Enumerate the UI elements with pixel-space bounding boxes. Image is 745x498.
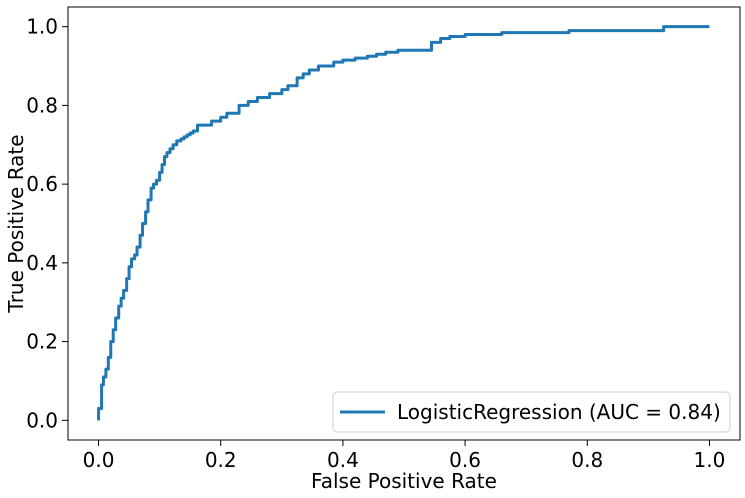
roc-curve-line	[97, 25, 710, 421]
plot-area	[68, 7, 740, 440]
x-axis-label: False Positive Rate	[311, 469, 497, 493]
x-tick-label: 1.0	[694, 448, 726, 472]
x-axis-ticks: 0.0 0.2 0.4 0.6 0.8 1.0	[83, 440, 726, 472]
y-tick-label: 0.8	[26, 93, 58, 117]
y-tick-label: 0.2	[26, 330, 58, 354]
y-axis-ticks: 0.0 0.2 0.4 0.6 0.8 1.0	[26, 15, 68, 432]
x-tick-label: 0.0	[83, 448, 115, 472]
x-tick-label: 0.8	[571, 448, 603, 472]
x-tick-label: 0.6	[449, 448, 481, 472]
y-axis-label: True Positive Rate	[4, 134, 28, 313]
y-tick-label: 1.0	[26, 15, 58, 39]
legend: LogisticRegression (AUC = 0.84)	[332, 391, 731, 433]
x-tick-label: 0.2	[205, 448, 237, 472]
legend-label: LogisticRegression (AUC = 0.84)	[397, 400, 721, 424]
y-tick-label: 0.4	[26, 251, 58, 275]
y-tick-label: 0.6	[26, 172, 58, 196]
plot-frame	[67, 6, 741, 441]
x-tick-label: 0.4	[327, 448, 359, 472]
y-tick-label: 0.0	[26, 408, 58, 432]
legend-box	[332, 391, 731, 433]
